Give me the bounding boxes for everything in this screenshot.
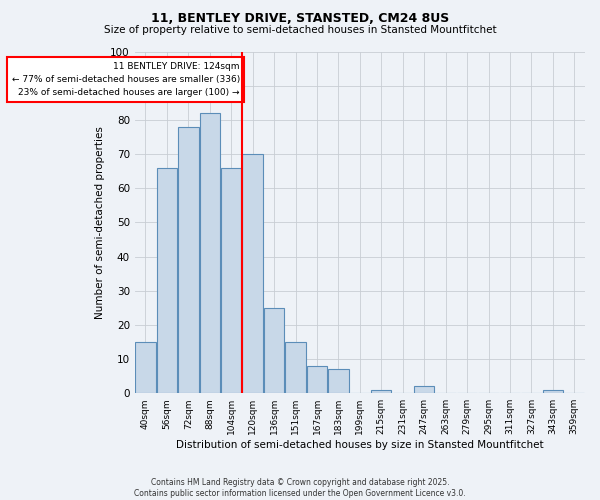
Bar bbox=[221, 168, 241, 393]
Bar bbox=[542, 390, 563, 393]
Y-axis label: Number of semi-detached properties: Number of semi-detached properties bbox=[95, 126, 105, 319]
Bar bbox=[200, 113, 220, 393]
Bar bbox=[414, 386, 434, 393]
Bar bbox=[371, 390, 391, 393]
Text: 11, BENTLEY DRIVE, STANSTED, CM24 8US: 11, BENTLEY DRIVE, STANSTED, CM24 8US bbox=[151, 12, 449, 26]
Bar bbox=[307, 366, 327, 393]
Text: Size of property relative to semi-detached houses in Stansted Mountfitchet: Size of property relative to semi-detach… bbox=[104, 25, 496, 35]
Text: 11 BENTLEY DRIVE: 124sqm
← 77% of semi-detached houses are smaller (336)
23% of : 11 BENTLEY DRIVE: 124sqm ← 77% of semi-d… bbox=[11, 62, 240, 97]
Bar bbox=[135, 342, 155, 393]
Bar bbox=[264, 308, 284, 393]
Bar bbox=[178, 126, 199, 393]
Bar bbox=[286, 342, 306, 393]
Bar bbox=[328, 370, 349, 393]
X-axis label: Distribution of semi-detached houses by size in Stansted Mountfitchet: Distribution of semi-detached houses by … bbox=[176, 440, 544, 450]
Bar bbox=[157, 168, 177, 393]
Bar bbox=[242, 154, 263, 393]
Text: Contains HM Land Registry data © Crown copyright and database right 2025.
Contai: Contains HM Land Registry data © Crown c… bbox=[134, 478, 466, 498]
